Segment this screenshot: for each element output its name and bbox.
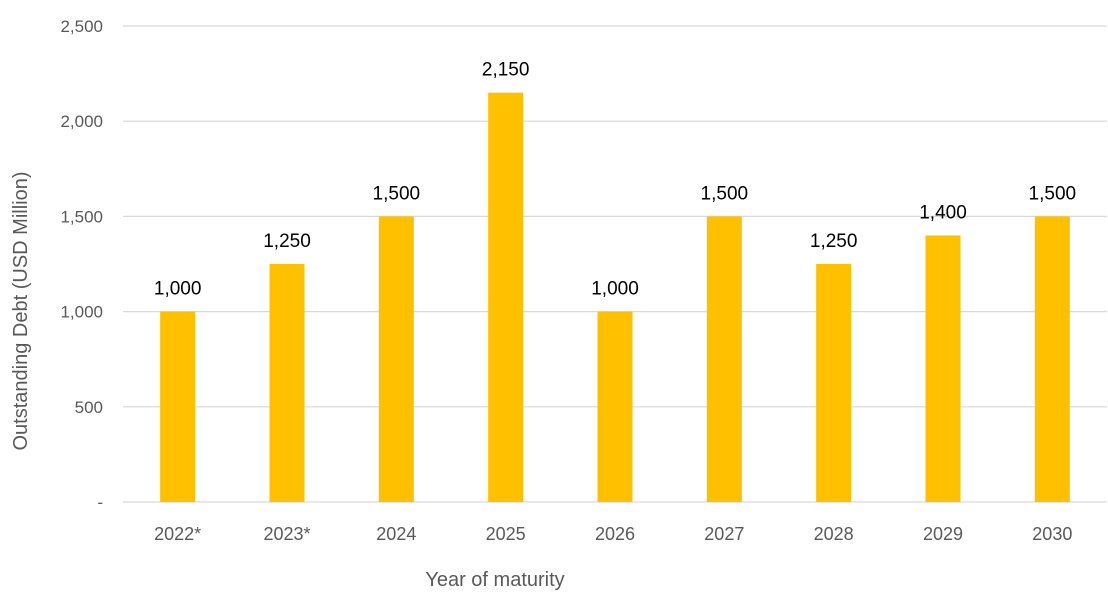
x-tick-label: 2030 bbox=[1032, 524, 1072, 544]
y-tick-label: 2,000 bbox=[60, 112, 103, 131]
data-label: 2,150 bbox=[482, 60, 530, 81]
bar bbox=[1034, 216, 1070, 502]
bars bbox=[160, 92, 1070, 502]
data-label: 1,250 bbox=[263, 231, 311, 252]
x-tick-label: 2028 bbox=[814, 524, 854, 544]
y-tick-label: - bbox=[97, 493, 103, 512]
y-tick-label: 500 bbox=[75, 398, 103, 417]
data-label: 1,500 bbox=[701, 183, 749, 204]
data-label: 1,500 bbox=[1029, 183, 1077, 204]
x-tick-label: 2023* bbox=[263, 524, 310, 544]
bar bbox=[925, 235, 961, 502]
data-labels: 1,000 1,250 1,500 2,150 1,000 1,500 1,250 1,400… bbox=[154, 60, 1076, 300]
bar bbox=[706, 216, 742, 502]
data-label: 1,500 bbox=[373, 183, 421, 204]
bar bbox=[160, 311, 196, 502]
x-tick-label: 2027 bbox=[704, 524, 744, 544]
y-tick-label: 2,500 bbox=[60, 17, 103, 36]
y-tick-label: 1,500 bbox=[60, 207, 103, 226]
x-tick-label: 2025 bbox=[486, 524, 526, 544]
bar bbox=[816, 264, 852, 502]
bar bbox=[597, 311, 633, 502]
x-axis-ticks: 2022* 2023* 2024 2025 2026 2027 2028 2029 2030 bbox=[154, 524, 1072, 544]
bar bbox=[269, 264, 305, 502]
bar bbox=[378, 216, 414, 502]
x-tick-label: 2029 bbox=[923, 524, 963, 544]
data-label: 1,250 bbox=[810, 231, 858, 252]
data-label: 1,000 bbox=[154, 279, 202, 300]
y-axis-title: Outstanding Debt (USD Million) bbox=[10, 172, 32, 451]
x-tick-label: 2026 bbox=[595, 524, 635, 544]
y-tick-label: 1,000 bbox=[60, 303, 103, 322]
y-axis-ticks: - 500 1,000 1,500 2,000 2,500 bbox=[60, 17, 103, 512]
x-tick-label: 2022* bbox=[154, 524, 201, 544]
x-axis-title: Year of maturity bbox=[425, 569, 564, 590]
data-label: 1,000 bbox=[591, 279, 639, 300]
bar bbox=[488, 92, 524, 502]
data-label: 1,400 bbox=[919, 202, 967, 223]
x-tick-label: 2024 bbox=[376, 524, 416, 544]
